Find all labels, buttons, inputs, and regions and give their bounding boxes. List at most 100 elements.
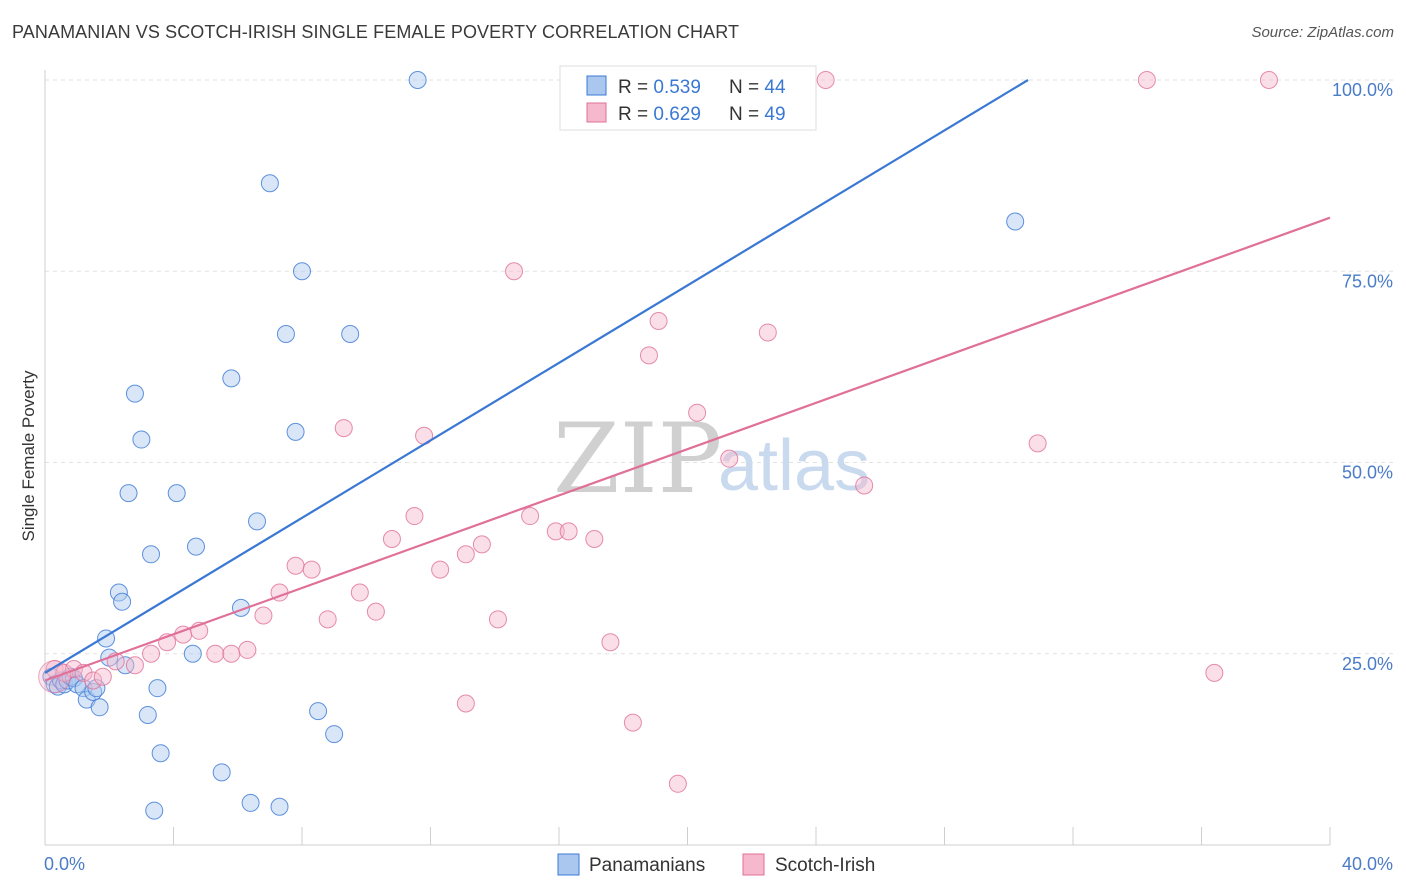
point-panamanians-42 bbox=[408, 71, 427, 89]
point-panamanians-13 bbox=[90, 698, 109, 717]
point-panamanians-34 bbox=[260, 174, 279, 193]
x-tick-label-0: 0.0% bbox=[44, 854, 85, 874]
point-panamanians-39 bbox=[309, 702, 328, 721]
series-legend: Panamanians Scotch-Irish bbox=[557, 853, 875, 876]
point-panamanians-44 bbox=[145, 801, 164, 820]
legend-row-panamanians: R = 0.539 bbox=[618, 77, 701, 98]
point-scotch-irish-8 bbox=[142, 644, 161, 663]
stats-legend: R = 0.539 N = 44 R = 0.629 N = 49 bbox=[559, 65, 817, 131]
point-scotch-irish-23 bbox=[382, 530, 401, 548]
point-scotch-irish-32 bbox=[521, 507, 540, 526]
point-scotch-irish-20 bbox=[334, 419, 353, 438]
point-panamanians-30 bbox=[222, 369, 241, 388]
point-panamanians-22 bbox=[138, 705, 157, 724]
y-tick-label-0: 25.0% bbox=[1342, 654, 1393, 674]
legend-row-scotch-irish: R = 0.629 bbox=[618, 104, 701, 125]
watermark-atlas: atlas bbox=[718, 426, 870, 506]
legend-key-panamanians bbox=[557, 853, 580, 876]
point-scotch-irish-42 bbox=[720, 449, 739, 468]
point-scotch-irish-17 bbox=[286, 556, 305, 575]
legend-n-value-1: 49 bbox=[764, 104, 785, 125]
point-scotch-irish-22 bbox=[366, 602, 385, 621]
trend-line-scotch-irish bbox=[44, 216, 1331, 682]
legend-r-value-0: 0.539 bbox=[653, 77, 701, 98]
svg-text:N = 49: N = 49 bbox=[729, 104, 786, 125]
point-panamanians-18 bbox=[116, 656, 135, 675]
y-axis-title: Single Female Poverty bbox=[19, 370, 38, 542]
x-tick-label-1: 40.0% bbox=[1342, 854, 1393, 874]
point-panamanians-43 bbox=[1006, 212, 1025, 231]
point-scotch-irish-28 bbox=[456, 545, 475, 564]
legend-swatch-scotch-irish bbox=[586, 102, 607, 123]
point-scotch-irish-39 bbox=[649, 311, 668, 330]
point-panamanians-9 bbox=[74, 679, 93, 698]
point-scotch-irish-49 bbox=[1259, 71, 1278, 89]
point-scotch-irish-35 bbox=[585, 530, 604, 548]
point-panamanians-33 bbox=[248, 512, 267, 531]
point-panamanians-24 bbox=[148, 679, 167, 698]
point-scotch-irish-14 bbox=[238, 640, 257, 659]
point-scotch-irish-4 bbox=[84, 671, 103, 690]
point-panamanians-26 bbox=[167, 484, 186, 503]
point-panamanians-20 bbox=[125, 384, 144, 403]
trend-lines bbox=[44, 79, 1331, 682]
point-scotch-irish-48 bbox=[1205, 663, 1224, 682]
point-panamanians-40 bbox=[341, 324, 360, 343]
point-scotch-irish-37 bbox=[623, 713, 642, 732]
chart-title: PANAMANIAN VS SCOTCH-IRISH SINGLE FEMALE… bbox=[12, 22, 740, 42]
legend-label-panamanians: Panamanians bbox=[589, 855, 705, 876]
point-panamanians-21 bbox=[132, 430, 151, 449]
legend-swatch-panamanians bbox=[586, 75, 607, 96]
y-tick-label-2: 75.0% bbox=[1342, 271, 1393, 291]
point-scotch-irish-34 bbox=[559, 522, 578, 541]
watermark: ZIP atlas bbox=[553, 403, 870, 515]
legend-r-value-1: 0.629 bbox=[653, 104, 701, 125]
point-scotch-irish-41 bbox=[688, 403, 707, 422]
point-scotch-irish-38 bbox=[639, 346, 658, 365]
point-scotch-irish-21 bbox=[350, 583, 369, 602]
point-scotch-irish-5 bbox=[93, 667, 112, 686]
point-panamanians-35 bbox=[270, 797, 289, 816]
y-tick-label-1: 50.0% bbox=[1342, 463, 1393, 483]
point-panamanians-28 bbox=[186, 537, 205, 556]
svg-text:N = 44: N = 44 bbox=[729, 77, 786, 98]
point-scotch-irish-33 bbox=[546, 522, 565, 541]
point-scotch-irish-24 bbox=[405, 507, 424, 526]
source-credit: Source: ZipAtlas.com bbox=[1251, 24, 1394, 41]
point-panamanians-38 bbox=[293, 262, 311, 281]
point-scotch-irish-30 bbox=[488, 610, 507, 629]
point-scotch-irish-29 bbox=[472, 535, 491, 554]
point-panamanians-32 bbox=[241, 793, 260, 812]
legend-key-scotch-irish bbox=[742, 853, 765, 876]
point-scotch-irish-7 bbox=[125, 656, 144, 675]
point-panamanians-36 bbox=[276, 324, 295, 343]
point-panamanians-37 bbox=[286, 422, 305, 441]
tick-labels: 25.0% 50.0% 75.0% 100.0% 0.0% 40.0% bbox=[44, 80, 1393, 874]
point-panamanians-25 bbox=[151, 744, 170, 763]
point-scotch-irish-36 bbox=[601, 633, 620, 652]
point-scotch-irish-19 bbox=[318, 610, 337, 629]
point-scotch-irish-15 bbox=[254, 606, 273, 625]
point-scotch-irish-27 bbox=[456, 694, 475, 713]
axes bbox=[44, 70, 1331, 846]
point-scotch-irish-46 bbox=[1028, 434, 1047, 453]
point-scotch-irish-40 bbox=[668, 774, 687, 793]
point-scotch-irish-13 bbox=[222, 644, 241, 663]
point-scotch-irish-44 bbox=[816, 71, 835, 89]
point-scotch-irish-26 bbox=[431, 560, 450, 579]
point-panamanians-29 bbox=[212, 763, 231, 782]
grid-lines bbox=[45, 79, 1395, 655]
y-tick-label-3: 100.0% bbox=[1332, 80, 1393, 100]
point-scotch-irish-45 bbox=[855, 476, 874, 495]
watermark-zip: ZIP bbox=[553, 403, 722, 515]
point-scotch-irish-12 bbox=[206, 644, 225, 663]
data-points bbox=[38, 71, 1278, 820]
legend-label-scotch-irish: Scotch-Irish bbox=[775, 855, 875, 876]
legend-r-label-0: R = bbox=[618, 77, 653, 98]
point-panamanians-19 bbox=[119, 484, 138, 503]
point-scotch-irish-43 bbox=[758, 323, 777, 342]
point-panamanians-41 bbox=[325, 725, 344, 744]
legend-n-label-1: N = bbox=[729, 104, 764, 125]
point-panamanians-17 bbox=[113, 592, 132, 611]
